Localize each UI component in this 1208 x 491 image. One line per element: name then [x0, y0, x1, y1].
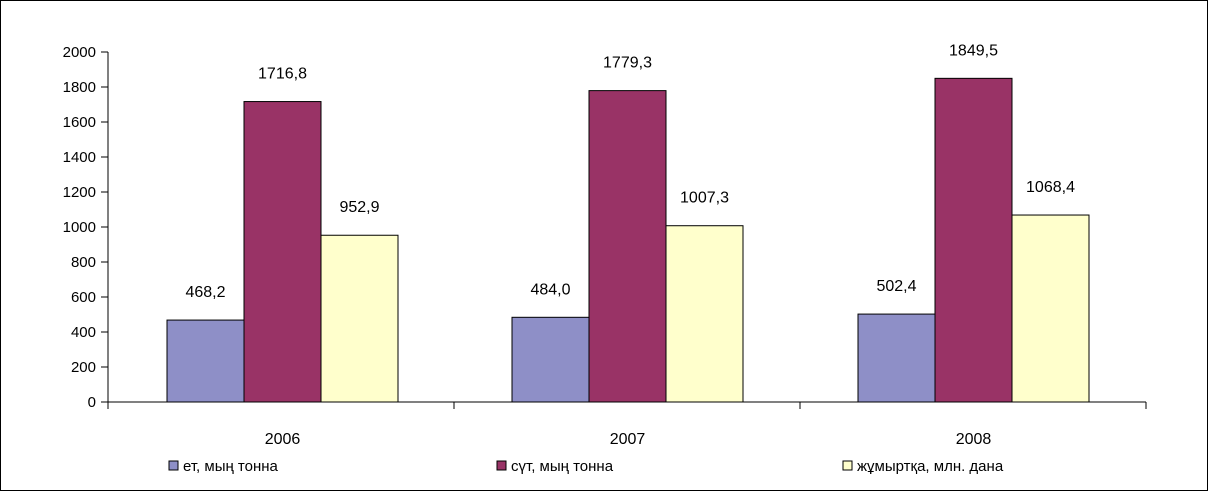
- y-tick-label: 1600: [63, 114, 96, 131]
- bars: [166, 77, 1090, 403]
- legend-label: ет, мың тонна: [183, 458, 279, 475]
- bar: [1011, 214, 1090, 403]
- bar: [588, 90, 667, 403]
- y-tick-label: 800: [71, 254, 96, 271]
- data-label: 1849,5: [949, 42, 998, 59]
- y-tick-label: 1000: [63, 219, 96, 236]
- y-tick-label: 600: [71, 289, 96, 306]
- data-label: 1007,3: [680, 190, 729, 207]
- bar: [243, 101, 322, 403]
- x-tick-label: 2007: [610, 431, 646, 448]
- data-label: 1779,3: [603, 55, 652, 72]
- y-tick-label: 400: [71, 324, 96, 341]
- data-label: 484,0: [530, 281, 570, 298]
- legend-swatch: [496, 460, 507, 471]
- bar: [857, 313, 936, 403]
- y-tick-label: 1800: [63, 79, 96, 96]
- x-tick-label: 2008: [956, 431, 992, 448]
- data-label: 1716,8: [258, 66, 307, 83]
- bar: [511, 316, 590, 403]
- data-label: 468,2: [185, 284, 225, 301]
- legend-label: жұмыртқа, млн. дана: [857, 458, 1004, 475]
- y-tick-label: 200: [71, 359, 96, 376]
- legend-swatch: [842, 460, 853, 471]
- y-tick-label: 1200: [63, 184, 96, 201]
- data-label: 1068,4: [1026, 179, 1075, 196]
- bar: [934, 77, 1013, 403]
- y-tick-label: 2000: [63, 44, 96, 61]
- axes: 0 200 400 600 800 1000 1200 1400 1600 1800 2000 200…: [63, 44, 1147, 448]
- legend: ет, мың тонна сүт, мың тонна жұмыртқа, млн…: [168, 458, 1004, 475]
- x-tick-label: 2006: [265, 431, 301, 448]
- legend-swatch: [168, 460, 179, 471]
- y-tick-label: 1400: [63, 149, 96, 166]
- y-tick-label: 0: [88, 394, 96, 411]
- data-label: 952,9: [339, 199, 379, 216]
- legend-label: сүт, мың тонна: [511, 458, 614, 475]
- data-label: 502,4: [876, 278, 916, 295]
- bar: [665, 225, 744, 403]
- bar: [320, 234, 399, 403]
- bar: [166, 319, 245, 403]
- data-labels: 468,2 484,0 502,4 1716,8 1779,3 1849,5 952,9 10…: [185, 42, 1075, 301]
